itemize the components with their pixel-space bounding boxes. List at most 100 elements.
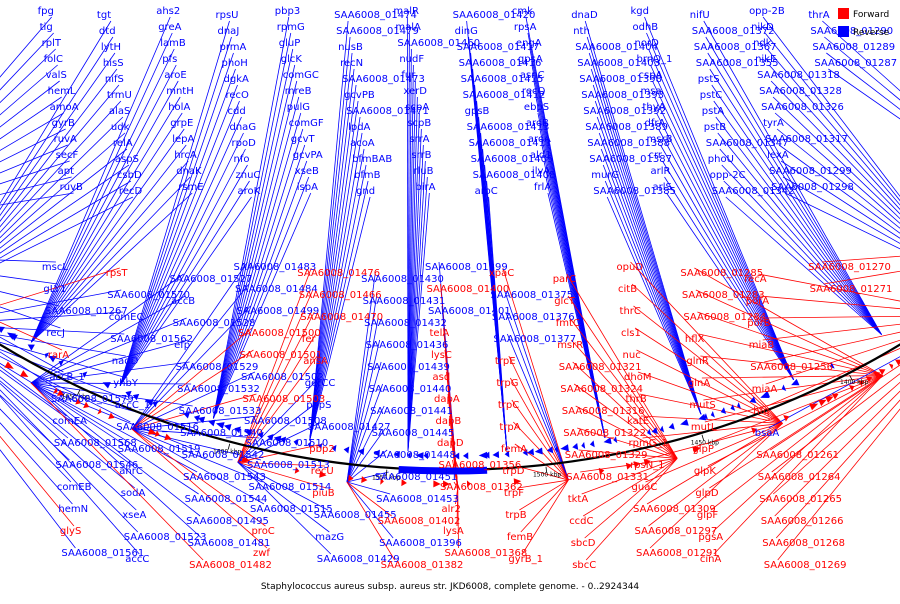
gene-label: xseA bbox=[122, 510, 146, 521]
leader-line bbox=[489, 197, 507, 450]
gene-label: pbp2 bbox=[309, 444, 334, 455]
gene-label: pstC bbox=[700, 90, 722, 101]
gene-label: frlA bbox=[534, 182, 551, 193]
gene-label: miaB bbox=[749, 340, 775, 351]
gene-label: engA bbox=[516, 38, 542, 49]
gene-label: trpF bbox=[504, 488, 524, 499]
gene-label: SAA6008_01287 bbox=[814, 58, 897, 69]
gene-label: msrB bbox=[647, 134, 673, 145]
gene-label: fmtC bbox=[556, 318, 580, 329]
gene-label: nadD bbox=[112, 356, 139, 367]
gene-label: rluB bbox=[413, 166, 433, 177]
gene-label: trpB bbox=[505, 510, 526, 521]
gene-label: thrB bbox=[626, 394, 647, 405]
gene-label: ansA bbox=[303, 356, 328, 367]
gene-label: ruvB bbox=[60, 182, 83, 193]
gene-label: rpsA bbox=[514, 22, 537, 33]
gene-label: nifU bbox=[690, 10, 710, 21]
gene-label: SAA6008_01269 bbox=[764, 560, 847, 571]
gene-label: mutL bbox=[691, 422, 717, 433]
reverse-gene-arrow bbox=[0, 326, 5, 333]
gene-label: cdd bbox=[228, 106, 246, 117]
gene-label: ald1 bbox=[530, 150, 552, 161]
gene-label: recD bbox=[119, 186, 143, 197]
gene-label: SAA6008_01382 bbox=[381, 560, 464, 571]
gene-label: pgsA bbox=[698, 532, 723, 543]
gene-label: recU bbox=[311, 466, 334, 477]
gene-label: glcT bbox=[554, 296, 576, 307]
gene-label: thrA bbox=[808, 10, 829, 21]
gene-label: bfmBAB bbox=[352, 154, 392, 165]
gene-label: nusB bbox=[338, 42, 363, 53]
gene-label: glcK bbox=[281, 54, 303, 65]
gene-label: valS bbox=[46, 70, 67, 81]
gene-label: fur bbox=[401, 70, 416, 81]
gene-label: prmA bbox=[220, 42, 247, 53]
gene-label: rpmG_1 bbox=[629, 438, 668, 449]
gene-label: SAA6008_01261 bbox=[756, 450, 839, 461]
gene-label: lamB bbox=[160, 38, 186, 49]
gene-label: hflX bbox=[685, 334, 705, 345]
gene-label: fpg bbox=[38, 6, 54, 17]
gene-label: zwf bbox=[253, 548, 270, 559]
gene-label: SAA6008_01271 bbox=[810, 284, 893, 295]
gene-label: trpG bbox=[496, 378, 518, 389]
gene-label: opp-2C bbox=[710, 170, 746, 181]
gene-label: trpE bbox=[495, 356, 516, 367]
gene-label: recO bbox=[226, 90, 250, 101]
gene-label: dtd bbox=[99, 26, 116, 37]
gene-label: srrA bbox=[409, 134, 429, 145]
reverse-gene-arrow bbox=[344, 447, 350, 454]
gene-label: recJ bbox=[46, 328, 65, 339]
gene-label: cmk bbox=[512, 6, 533, 17]
gene-label: rplT bbox=[42, 38, 62, 49]
gene-label: efp bbox=[174, 340, 190, 351]
legend: Forward Reverse bbox=[838, 8, 890, 38]
gene-label: glpD bbox=[695, 488, 718, 499]
gene-label: lpdA bbox=[348, 122, 370, 133]
gene-label: alaS bbox=[109, 106, 130, 117]
gene-label: accC_1 bbox=[115, 400, 150, 411]
gene-label: citB bbox=[618, 284, 637, 295]
gene-label: tgt bbox=[97, 10, 111, 21]
gene-label: tyrA bbox=[763, 118, 784, 129]
gene-label: aroK bbox=[238, 186, 261, 197]
gene-label: SAA6008_01264 bbox=[758, 472, 841, 483]
gene-label: kgd bbox=[631, 6, 650, 17]
gene-label: pbp3 bbox=[275, 6, 300, 17]
gene-label: glnR bbox=[686, 356, 708, 367]
gene-label: scpA bbox=[405, 102, 429, 113]
reverse-gene-arrow bbox=[680, 419, 689, 426]
gene-label: papS bbox=[306, 400, 331, 411]
gene-label: msa bbox=[641, 86, 662, 97]
gene-label: znuC bbox=[236, 170, 261, 181]
gene-label: hisS bbox=[103, 58, 124, 69]
gene-label: SAA6008_01482 bbox=[189, 560, 272, 571]
leader-line bbox=[0, 97, 62, 226]
gene-label: aroB bbox=[526, 118, 549, 129]
reverse-gene-arrow bbox=[782, 385, 787, 391]
gene-label: ruvA bbox=[54, 134, 77, 145]
gene-label: rpsU bbox=[216, 10, 239, 21]
gene-label: gyrB bbox=[52, 118, 75, 129]
gene-label: comEB bbox=[57, 482, 92, 493]
gene-label: mutS bbox=[689, 400, 715, 411]
gene-label: mntH bbox=[166, 86, 194, 97]
gene-label: SAA6008_01328 bbox=[759, 86, 842, 97]
gene-label: secF bbox=[56, 150, 79, 161]
gene-label: pstB bbox=[704, 122, 726, 133]
gene-label: rpmG bbox=[277, 22, 305, 33]
gene-label: dinG bbox=[455, 26, 478, 37]
gene-label: hfq bbox=[753, 406, 769, 417]
reverse-gene-arrow bbox=[791, 379, 799, 385]
reverse-gene-arrow bbox=[572, 443, 578, 450]
gene-label: nfo bbox=[234, 154, 250, 165]
gene-label: dnaJ bbox=[218, 26, 240, 37]
gene-label: dfrA bbox=[645, 118, 666, 129]
gene-label: pstS bbox=[698, 74, 720, 85]
reverse-gene-arrow bbox=[711, 411, 715, 418]
gene-label: SAA6008_01298 bbox=[771, 182, 854, 193]
gene-label: aspS bbox=[115, 154, 139, 165]
gene-label: mreB bbox=[285, 86, 312, 97]
